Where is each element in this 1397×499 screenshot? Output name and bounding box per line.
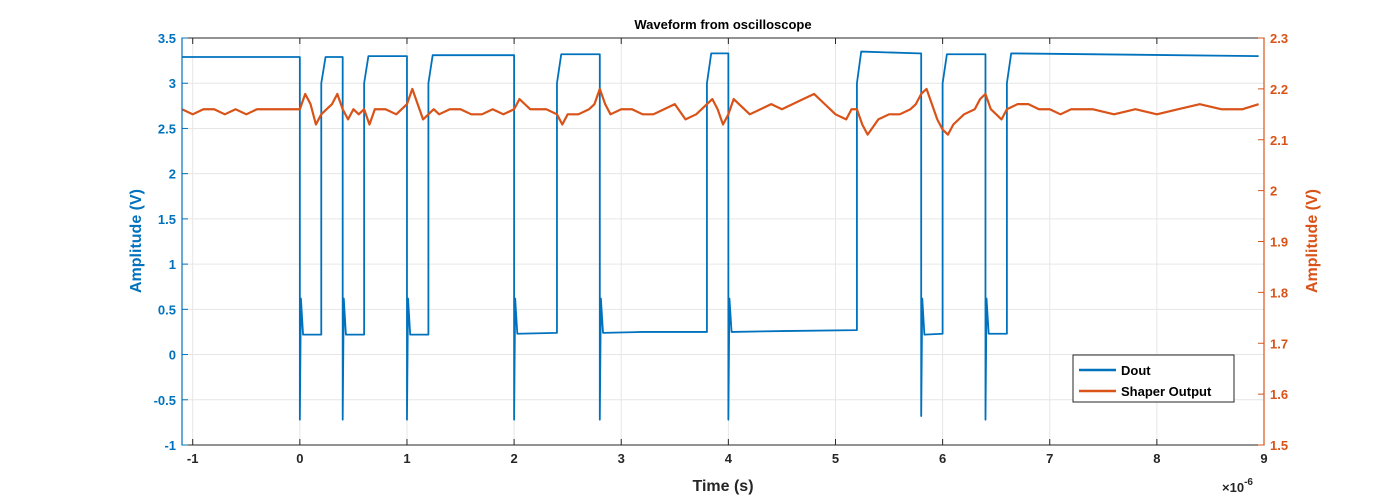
y-left-tick-label: -0.5 bbox=[154, 393, 176, 408]
y-axis-right-label: Amplitude (V) bbox=[1304, 189, 1321, 293]
y-left-tick-label: 0 bbox=[169, 348, 176, 363]
y-right-tick-label: 1.8 bbox=[1270, 285, 1288, 300]
x-tick-label: 4 bbox=[725, 451, 733, 466]
y-left-tick-label: 1 bbox=[169, 257, 176, 272]
y-right-tick-label: 1.5 bbox=[1270, 438, 1288, 453]
y-right-tick-label: 2 bbox=[1270, 184, 1277, 199]
y-right-tick-label: 2.2 bbox=[1270, 82, 1288, 97]
x-axis-exponent: ×10-6 bbox=[1222, 477, 1253, 495]
x-tick-label: 3 bbox=[618, 451, 625, 466]
y-right-tick-label: 2.1 bbox=[1270, 133, 1288, 148]
x-axis-exponent-base: ×10 bbox=[1222, 480, 1244, 495]
y-left-tick-label: 2.5 bbox=[158, 121, 176, 136]
legend-box bbox=[1072, 354, 1235, 403]
x-tick-label: 0 bbox=[296, 451, 303, 466]
x-axis-exponent-power: -6 bbox=[1244, 477, 1253, 488]
x-tick-label: 9 bbox=[1260, 451, 1267, 466]
x-tick-label: 7 bbox=[1046, 451, 1053, 466]
dout-series-line bbox=[182, 50, 1259, 421]
shaper-output-series-line bbox=[181, 87, 1259, 136]
y-right-tick-label: 2.3 bbox=[1270, 31, 1288, 46]
y-left-tick-label: 0.5 bbox=[158, 302, 176, 317]
y-axis-left-label: Amplitude (V) bbox=[128, 189, 145, 293]
legend-dout-label: Dout bbox=[1121, 363, 1151, 378]
y-right-tick-label: 1.7 bbox=[1270, 336, 1288, 351]
y-left-tick-label: 3.5 bbox=[158, 31, 176, 46]
series-layer bbox=[181, 50, 1259, 421]
x-tick-label: 2 bbox=[510, 451, 517, 466]
x-tick-label: 5 bbox=[832, 451, 839, 466]
y-left-tick-label: 1.5 bbox=[158, 212, 176, 227]
y-left-tick-label: 3 bbox=[169, 76, 176, 91]
y-right-tick-label: 1.9 bbox=[1270, 235, 1288, 250]
y-left-tick-label: -1 bbox=[164, 438, 176, 453]
chart-title: Waveform from oscilloscope bbox=[634, 17, 811, 32]
axes: -1 0 1 2 3 4 5 6 7 8 9 -1 -0.5 0 0.5 1 1.5 2 2.5 3 3.5 1.5 1.6… bbox=[154, 31, 1288, 466]
x-tick-label: 1 bbox=[403, 451, 410, 466]
x-tick-label: 8 bbox=[1153, 451, 1160, 466]
x-tick-label: 6 bbox=[939, 451, 946, 466]
y-left-tick-label: 2 bbox=[169, 167, 176, 182]
legend-shaper-label: Shaper Output bbox=[1121, 384, 1212, 399]
x-axis-label: Time (s) bbox=[692, 478, 753, 495]
y-right-tick-label: 1.6 bbox=[1270, 387, 1288, 402]
legend: Dout Shaper Output bbox=[1072, 354, 1235, 403]
x-tick-label: -1 bbox=[187, 451, 199, 466]
